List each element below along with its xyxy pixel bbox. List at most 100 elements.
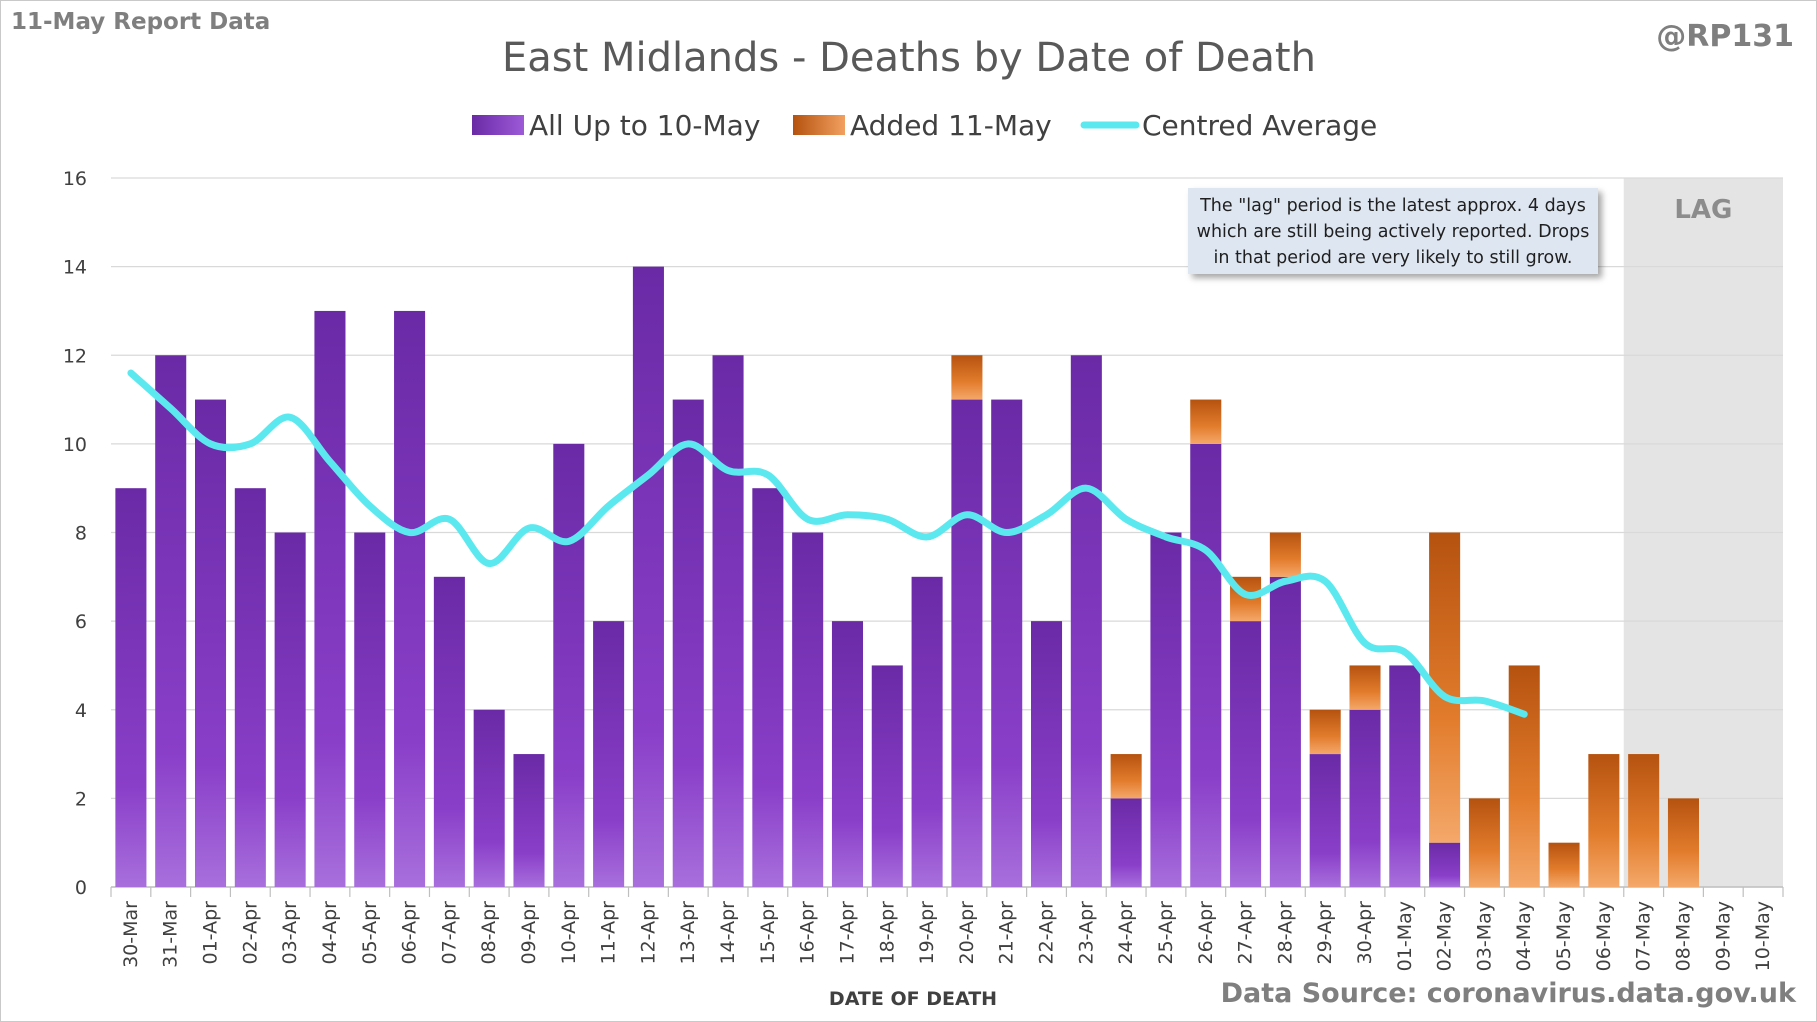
- bar-all-up-to: [1389, 665, 1421, 887]
- y-tick-label: 16: [63, 168, 87, 190]
- bar-all-up-to: [433, 576, 465, 887]
- bar-all-up-to: [871, 665, 903, 887]
- x-tick-label: 08-May: [1672, 901, 1694, 971]
- bar-all-up-to: [1230, 621, 1262, 887]
- bar-all-up-to: [911, 576, 943, 887]
- bar-all-up-to: [394, 310, 426, 887]
- bar-all-up-to: [951, 399, 983, 887]
- x-tick-label: 27-Apr: [1235, 901, 1257, 965]
- bar-all-up-to: [155, 355, 187, 887]
- x-tick-label: 07-Apr: [438, 901, 460, 965]
- bar-added: [1468, 798, 1500, 887]
- y-tick-label: 8: [75, 523, 87, 545]
- bar-all-up-to: [1150, 532, 1182, 887]
- legend-label-all-up-to: All Up to 10-May: [529, 109, 760, 142]
- bar-all-up-to: [234, 488, 266, 887]
- x-tick-label: 16-Apr: [797, 901, 819, 965]
- x-tick-label: 28-Apr: [1274, 901, 1296, 965]
- bar-all-up-to: [1349, 709, 1381, 887]
- average-line-layer: [127, 369, 1528, 718]
- bar-all-up-to: [831, 621, 864, 887]
- bar-all-up-to: [1030, 621, 1063, 887]
- report-date-label: 11-May Report Data: [11, 9, 271, 35]
- bar-added: [1110, 754, 1142, 799]
- bar-all-up-to: [1429, 842, 1461, 887]
- x-tick-label: 31-Mar: [160, 901, 182, 968]
- x-tick-label: 13-Apr: [677, 901, 699, 965]
- x-tick-label: 03-May: [1473, 901, 1495, 971]
- bar-all-up-to: [593, 621, 625, 887]
- legend-swatch-all-up-to: [472, 115, 524, 135]
- bar-all-up-to: [1269, 576, 1301, 887]
- bar-all-up-to: [115, 488, 147, 887]
- bar-all-up-to: [632, 266, 664, 887]
- lag-note-box: The "lag" period is the latest approx. 4…: [1188, 188, 1598, 274]
- y-tick-label: 2: [75, 788, 87, 810]
- bar-series: [115, 266, 1700, 887]
- x-tick-label: 05-May: [1553, 901, 1575, 971]
- bar-all-up-to: [1190, 443, 1222, 887]
- legend-label-added: Added 11-May: [850, 109, 1052, 142]
- bar-all-up-to: [792, 532, 824, 887]
- bar-all-up-to: [513, 754, 545, 887]
- x-tick-label: 22-Apr: [1036, 901, 1058, 965]
- bar-all-up-to: [672, 399, 704, 887]
- x-tick-label: 03-Apr: [279, 901, 301, 965]
- data-source-label: Data Source: coronavirus.data.gov.uk: [1220, 978, 1796, 1009]
- x-tick-label: 10-May: [1752, 901, 1774, 971]
- x-tick-label: 21-Apr: [996, 901, 1018, 965]
- bar-all-up-to: [752, 488, 784, 887]
- x-tick-label: 15-Apr: [757, 901, 779, 965]
- x-tick-label: 18-Apr: [876, 901, 898, 965]
- bar-all-up-to: [1309, 754, 1341, 887]
- x-tick-label: 25-Apr: [1155, 901, 1177, 965]
- x-tick-label: 30-Mar: [120, 901, 142, 968]
- x-axis-ticks: 30-Mar 31-Mar 01-Apr 02-Apr 03-Apr 04-Apr 05-A…: [110, 887, 1784, 971]
- bar-added: [1667, 798, 1700, 887]
- bar-all-up-to: [1070, 355, 1102, 887]
- chart-legend: All Up to 10-May Added 11-May Centred Av…: [472, 109, 1377, 142]
- x-tick-label: 20-Apr: [956, 901, 978, 965]
- x-tick-label: 06-May: [1593, 901, 1615, 971]
- lag-label: LAG: [1674, 195, 1732, 225]
- y-tick-label: 6: [75, 611, 87, 633]
- y-tick-label: 4: [75, 700, 87, 722]
- x-tick-label: 07-May: [1633, 901, 1655, 971]
- author-tag: @RP131: [1656, 19, 1794, 54]
- x-tick-label: 01-May: [1394, 901, 1416, 971]
- y-tick-label: 10: [63, 434, 87, 456]
- bar-all-up-to: [354, 532, 386, 887]
- x-tick-label: 09-Apr: [518, 901, 540, 965]
- x-tick-label: 23-Apr: [1075, 901, 1097, 965]
- legend-swatch-added: [793, 115, 845, 135]
- x-tick-label: 09-May: [1712, 901, 1734, 971]
- x-tick-label: 29-Apr: [1314, 901, 1336, 965]
- x-tick-label: 10-Apr: [558, 901, 580, 965]
- x-tick-label: 02-Apr: [239, 901, 261, 965]
- bar-added: [1548, 842, 1580, 887]
- x-tick-label: 24-Apr: [1115, 901, 1137, 965]
- x-tick-label: 02-May: [1434, 901, 1456, 971]
- bar-all-up-to: [274, 532, 306, 887]
- bar-added: [1269, 532, 1301, 577]
- x-tick-label: 17-Apr: [836, 901, 858, 965]
- x-tick-label: 04-May: [1513, 901, 1535, 971]
- y-tick-label: 0: [75, 877, 87, 899]
- bar-all-up-to: [314, 310, 346, 887]
- bar-all-up-to: [712, 355, 744, 887]
- x-tick-label: 14-Apr: [717, 901, 739, 965]
- bar-all-up-to: [991, 399, 1023, 887]
- bar-all-up-to: [553, 443, 585, 887]
- x-tick-label: 08-Apr: [478, 901, 500, 965]
- legend-label-average: Centred Average: [1142, 109, 1377, 142]
- bar-all-up-to: [194, 399, 227, 887]
- chart-title: East Midlands - Deaths by Date of Death: [502, 35, 1316, 81]
- bar-added: [1508, 665, 1540, 887]
- bar-added: [1309, 709, 1341, 755]
- y-tick-label: 12: [63, 345, 87, 367]
- y-axis-ticks: 0 2 4 6 8 10 12 14 16: [63, 168, 87, 899]
- x-tick-label: 26-Apr: [1195, 901, 1217, 965]
- bar-all-up-to: [1110, 798, 1142, 887]
